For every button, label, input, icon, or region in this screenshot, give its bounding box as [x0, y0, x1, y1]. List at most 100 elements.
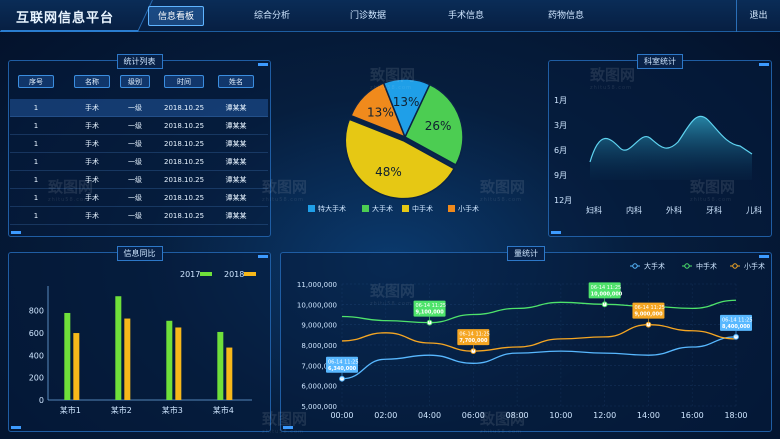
watermark-text: 致图网 — [370, 66, 416, 84]
table-cell: 1 — [33, 176, 39, 184]
table-row[interactable]: 1 手术 一级 2018.10.25 谭某某 — [10, 171, 268, 189]
legend-swatch — [448, 205, 455, 212]
column-header-time[interactable]: 时间 — [164, 75, 204, 88]
table-cell: 手术 — [85, 176, 99, 184]
column-header-index[interactable]: 序号 — [18, 75, 54, 88]
bar[interactable] — [166, 320, 173, 400]
bar[interactable] — [226, 347, 233, 400]
watermark-sub: zhitu58.com — [370, 85, 412, 91]
watermark: 致图网 zhitu58.com — [480, 408, 525, 435]
watermark-text: 致图网 — [690, 178, 736, 196]
column-header-level[interactable]: 级别 — [120, 75, 150, 88]
callout-box — [457, 329, 490, 346]
table-cell: 一级 — [128, 104, 142, 112]
table-row[interactable]: 1 手术 一级 2018.10.25 谭某某 — [10, 99, 268, 117]
tab-surgery[interactable]: 手术信息 — [447, 11, 484, 21]
line-legend-label: 中手术 — [696, 262, 717, 271]
info-compare-bar-chart: 2017 2018 0 200 400 600 800 某市1 某市2 某市3 某市4 — [29, 270, 256, 415]
bar[interactable] — [175, 327, 182, 400]
y-axis-label: 9月 — [554, 171, 567, 180]
callout-date: 06-14 11:25 — [634, 305, 665, 311]
table-cell: 1 — [33, 194, 39, 202]
column-header-name[interactable]: 名称 — [74, 75, 110, 88]
table-cell: 2018.10.25 — [164, 176, 205, 184]
x-tick-label: 12:00 — [593, 411, 616, 420]
pie-legend-item[interactable]: 特大手术 — [308, 204, 346, 214]
series-line — [341, 336, 737, 380]
table-cell: 2018.10.25 — [164, 122, 205, 130]
legend-swatch — [362, 205, 369, 212]
x-tick-label: 某市4 — [213, 405, 234, 415]
callout-date: 06-14 11:25 — [328, 359, 359, 365]
app-title: 互联网信息平台 — [16, 11, 115, 26]
surgery-pie-chart: 26% 48% 13%13% — [344, 78, 464, 200]
pie-value-label: 48% — [375, 165, 402, 179]
pie-slice[interactable] — [404, 83, 464, 166]
y-tick-label: 800 — [29, 307, 44, 316]
pie-legend-item[interactable]: 大手术 — [362, 204, 393, 214]
tab-dashboard[interactable]: 信息看板 — [148, 6, 204, 26]
watermark-text: 致图网 — [590, 66, 636, 84]
y-axis-label: 6月 — [554, 146, 567, 155]
watermark: 致图网 zhitu58.com — [590, 64, 635, 91]
y-tick-label: 10,000,000 — [297, 301, 337, 309]
watermark-text: 致图网 — [480, 178, 526, 196]
table-cell: 谭某某 — [225, 158, 247, 166]
watermark-sub: zhitu58.com — [590, 85, 632, 91]
y-tick-label: 9,000,000 — [301, 322, 337, 330]
watermark-text: 致图网 — [262, 178, 308, 196]
pie-legend-item[interactable]: 小手术 — [448, 204, 479, 214]
bar[interactable] — [64, 312, 71, 400]
logout-button[interactable]: 退出 — [736, 0, 780, 32]
line-legend-marker — [632, 263, 638, 269]
legend-swatch — [402, 205, 409, 212]
y-tick-label: 400 — [29, 351, 44, 360]
pie-legend-item[interactable]: 中手术 — [402, 204, 433, 214]
watermark-sub: zhitu58.com — [480, 197, 522, 203]
series-line — [341, 299, 737, 324]
table-row[interactable]: 1 手术 一级 2018.10.25 谭某某 — [10, 117, 268, 135]
bar[interactable] — [217, 331, 224, 400]
table-cell: 1 — [33, 212, 39, 220]
callout-box — [326, 356, 358, 373]
watermark-sub: zhitu58.com — [370, 301, 412, 307]
table-cell: 一级 — [128, 212, 142, 220]
tab-medicine[interactable]: 药物信息 — [547, 11, 584, 21]
x-axis-label: 儿科 — [746, 205, 762, 215]
table-cell: 手术 — [85, 212, 99, 220]
pie-slice[interactable] — [344, 118, 456, 200]
watermark: 致图网 zhitu58.com — [48, 176, 93, 203]
bar[interactable] — [73, 333, 80, 400]
bar[interactable] — [124, 318, 131, 400]
x-axis-label: 内科 — [626, 205, 642, 215]
y-axis-label: 1月 — [554, 96, 567, 105]
series-line — [341, 324, 737, 352]
table-cell: 谭某某 — [225, 122, 247, 130]
legend-label: 小手术 — [458, 205, 479, 213]
table-row[interactable]: 1 手术 一级 2018.10.25 谭某某 — [10, 189, 268, 207]
bar[interactable] — [115, 296, 122, 400]
y-axis-label: 3月 — [554, 121, 567, 130]
watermark-text: 致图网 — [370, 282, 416, 300]
tab-outpatient[interactable]: 门诊数据 — [349, 11, 386, 21]
y-tick-label: 5,000,000 — [301, 403, 337, 411]
watermark: 致图网 zhitu58.com — [262, 176, 307, 203]
bar-legend-swatch — [200, 272, 212, 276]
callout-date: 06-14 11:25 — [591, 285, 622, 291]
watermark-text: 致图网 — [48, 178, 94, 196]
table-row[interactable]: 1 手术 一级 2018.10.25 谭某某 — [10, 207, 268, 225]
line-legend-marker — [684, 263, 690, 269]
x-tick-label: 04:00 — [418, 411, 441, 420]
pie-legend: 特大手术 大手术 中手术 小手术 — [308, 204, 508, 216]
volume-stats-title: 量统计 — [507, 246, 545, 261]
tab-analysis[interactable]: 综合分析 — [253, 11, 290, 21]
line-legend-label: 小手术 — [744, 262, 765, 271]
column-header-person[interactable]: 姓名 — [218, 75, 254, 88]
volume-stats-panel: 量统计 — [280, 246, 772, 432]
pie-slice[interactable] — [382, 78, 431, 139]
table-row[interactable]: 1 手术 一级 2018.10.25 谭某某 — [10, 153, 268, 171]
x-tick-label: 02:00 — [374, 411, 397, 420]
x-tick-label: 08:00 — [506, 411, 529, 420]
table-row[interactable]: 1 手术 一级 2018.10.25 谭某某 — [10, 135, 268, 153]
watermark: 致图网 zhitu58.com — [370, 64, 415, 91]
